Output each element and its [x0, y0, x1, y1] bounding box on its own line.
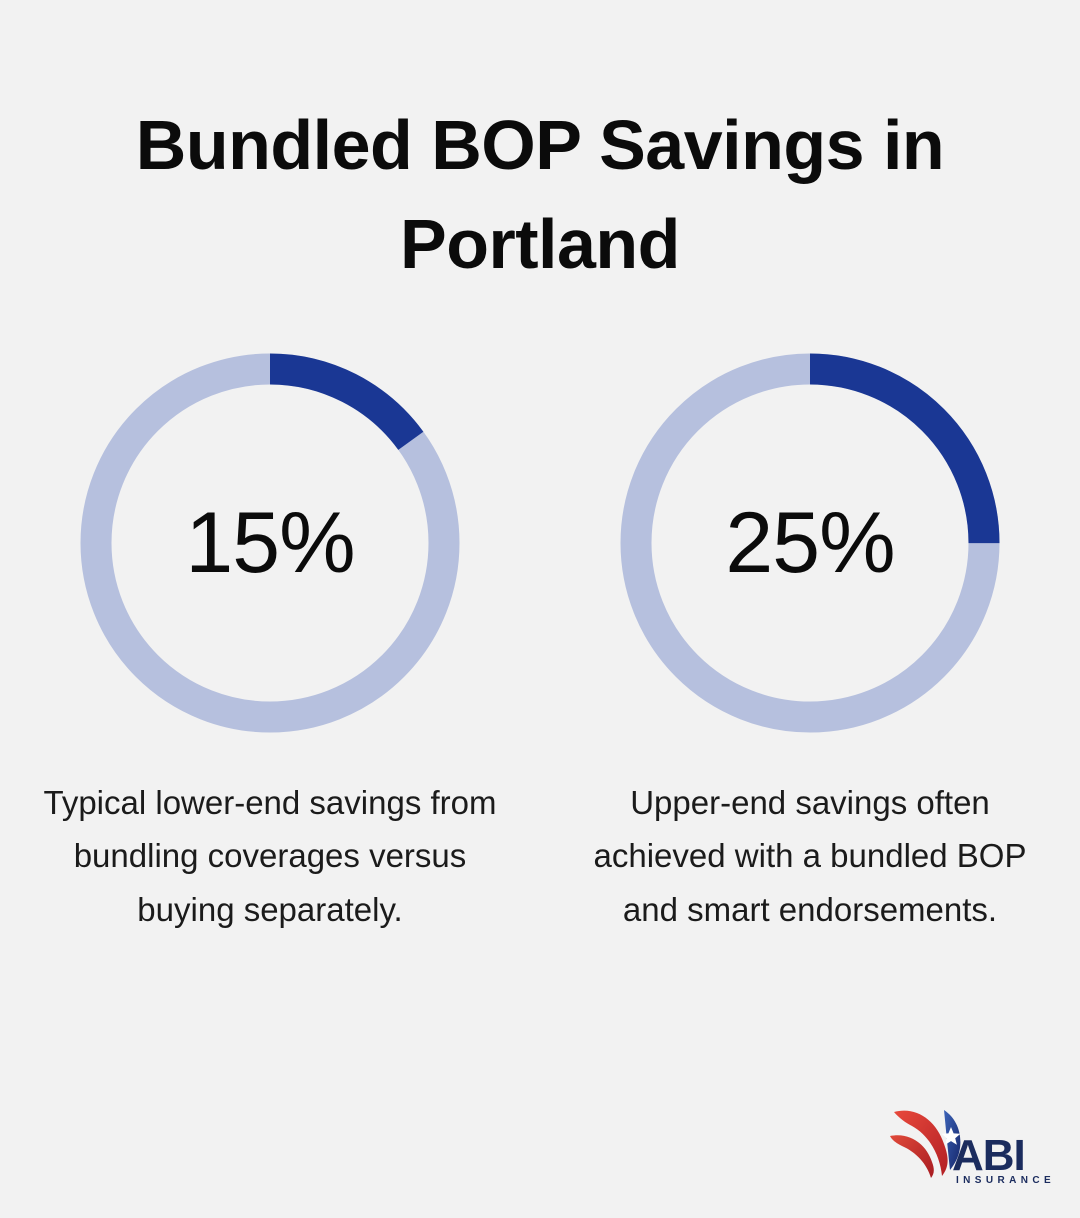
donut-fill-2 — [620, 353, 1000, 733]
page-title: Bundled BOP Savings in Portland — [135, 106, 945, 284]
donut-fill-1 — [80, 353, 460, 733]
logo-swoosh-inner — [890, 1135, 934, 1178]
donut-svg-2 — [620, 353, 1000, 733]
stats-row: 15% Typical lower-end savings from bundl… — [0, 353, 1080, 969]
donut-chart-2: 25% — [620, 353, 1000, 733]
logo-swoosh-outer — [894, 1110, 948, 1176]
stat-card-2: 25% Upper-end savings often achieved wit… — [540, 353, 1080, 969]
stat-caption-2: Upper-end savings often achieved with a … — [593, 784, 1027, 928]
logo-wordmark: ABI — [952, 1131, 1025, 1180]
abi-insurance-logo: ABI INSURANCE — [882, 1096, 1054, 1188]
logo-svg: ABI INSURANCE — [890, 1110, 1054, 1186]
stat-card-1: 15% Typical lower-end savings from bundl… — [0, 353, 540, 969]
logo-tagline: INSURANCE — [956, 1175, 1054, 1186]
stat-caption-1: Typical lower-end savings from bundling … — [43, 784, 497, 928]
logo-star-icon — [941, 1127, 961, 1145]
donut-chart-1: 15% — [80, 353, 460, 733]
donut-value-2: 25% — [725, 494, 895, 591]
donut-value-1: 15% — [185, 494, 355, 591]
donut-svg-1 — [80, 353, 460, 733]
